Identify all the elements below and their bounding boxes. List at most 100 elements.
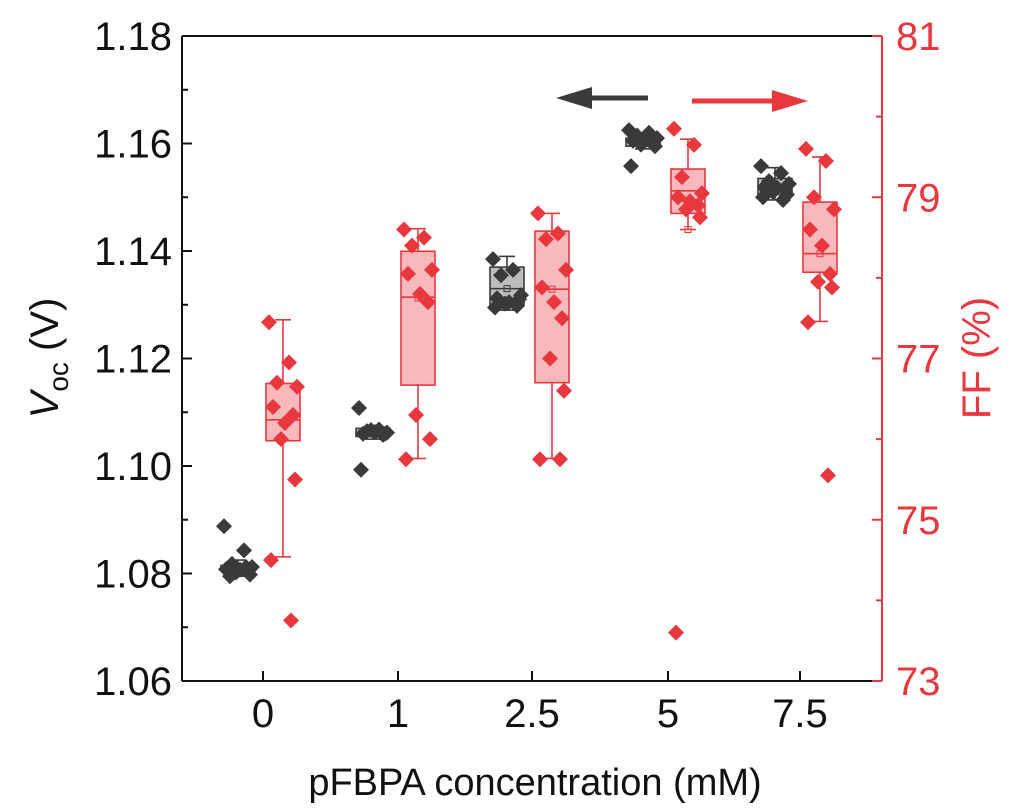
ff-mean-marker bbox=[548, 285, 556, 293]
right-tick-label: 75 bbox=[896, 499, 941, 543]
ff-data-point bbox=[686, 136, 702, 153]
voc-data-point bbox=[487, 299, 503, 316]
x-tick-label: 7.5 bbox=[772, 692, 828, 736]
voc-data-point bbox=[773, 165, 789, 182]
ff-data-point bbox=[802, 221, 818, 238]
voc-axis-arrow-head bbox=[556, 87, 592, 109]
ff-data-point bbox=[538, 231, 554, 248]
ff-data-point bbox=[265, 398, 281, 415]
voc-data-point bbox=[753, 158, 769, 175]
ff-data-point bbox=[550, 225, 566, 242]
ff-data-point bbox=[822, 265, 838, 282]
ff-data-point bbox=[666, 120, 682, 137]
ff-data-point bbox=[261, 314, 277, 331]
ff-data-point bbox=[263, 552, 279, 569]
voc-data-point bbox=[633, 136, 649, 153]
ff-data-point bbox=[826, 201, 842, 218]
ff-data-point bbox=[283, 612, 299, 629]
voc-data-point bbox=[775, 191, 791, 208]
left-tick-label: 1.06 bbox=[94, 660, 172, 704]
left-axis-title: Voc (V) bbox=[23, 298, 74, 419]
ff-data-point bbox=[824, 279, 840, 296]
ff-data-point bbox=[546, 294, 562, 311]
right-tick-label: 77 bbox=[896, 338, 941, 382]
ff-data-point bbox=[552, 451, 568, 468]
ff-data-point bbox=[412, 286, 428, 302]
voc-data-point bbox=[222, 568, 238, 585]
left-tick-label: 1.14 bbox=[94, 230, 172, 274]
voc-data-point bbox=[759, 182, 775, 199]
ff-data-point bbox=[798, 140, 814, 157]
ff-data-point bbox=[810, 273, 826, 290]
voc-data-point bbox=[216, 518, 232, 535]
ff-data-point bbox=[277, 415, 293, 431]
ff-data-point bbox=[273, 431, 289, 448]
voc-data-point bbox=[505, 261, 521, 278]
voc-data-point bbox=[493, 267, 509, 284]
ff-data-point bbox=[408, 406, 424, 423]
ff-data-point bbox=[818, 152, 834, 169]
ff-data-point bbox=[820, 467, 836, 484]
arrows-layer bbox=[556, 87, 808, 112]
ff-data-point bbox=[814, 237, 830, 254]
ff-data-point bbox=[674, 169, 690, 186]
voc-data-point bbox=[377, 425, 393, 442]
points-layer bbox=[216, 120, 842, 641]
voc-data-point bbox=[353, 461, 369, 478]
voc-data-point bbox=[238, 559, 254, 576]
ff-data-point bbox=[670, 189, 686, 206]
voc-data-point bbox=[485, 251, 501, 268]
right-axis-title: FF (%) bbox=[955, 297, 999, 419]
voc-data-point bbox=[351, 399, 367, 416]
ff-data-point bbox=[416, 229, 432, 246]
left-tick-label: 1.08 bbox=[94, 553, 172, 597]
ff-data-point bbox=[398, 451, 414, 468]
right-tick-label: 79 bbox=[896, 176, 941, 220]
ff-data-point bbox=[400, 265, 416, 282]
ff-data-point bbox=[422, 431, 438, 448]
ff-data-point bbox=[668, 624, 684, 641]
ff-data-point bbox=[678, 201, 694, 218]
x-tick-label: 2.5 bbox=[504, 692, 560, 736]
ff-data-point bbox=[281, 354, 297, 371]
left-tick-label: 1.12 bbox=[94, 338, 172, 382]
voc-data-point bbox=[647, 138, 663, 155]
left-tick-label: 1.10 bbox=[94, 445, 172, 489]
ff-data-point bbox=[530, 205, 546, 222]
ff-data-point bbox=[404, 237, 420, 254]
ff-data-point bbox=[692, 209, 708, 226]
ff-data-point bbox=[542, 350, 558, 367]
x-tick-label: 5 bbox=[657, 692, 679, 736]
voc-data-point bbox=[363, 421, 379, 438]
left-tick-label: 1.16 bbox=[94, 123, 172, 167]
left-tick-label: 1.18 bbox=[94, 15, 172, 59]
ff-data-point bbox=[396, 221, 412, 238]
boxes-layer bbox=[220, 131, 838, 577]
voc-data-point bbox=[511, 291, 527, 308]
ff-data-point bbox=[289, 378, 305, 395]
voc-data-point bbox=[236, 542, 252, 559]
ff-axis-arrow-head bbox=[772, 90, 808, 112]
ff-data-point bbox=[556, 382, 572, 399]
ff-data-point bbox=[285, 406, 301, 423]
right-tick-label: 81 bbox=[896, 15, 941, 59]
x-tick-label: 1 bbox=[387, 692, 409, 736]
voc-mean-marker bbox=[503, 285, 511, 293]
ff-data-point bbox=[800, 314, 816, 331]
x-axis-title: pFBPA concentration (mM) bbox=[308, 762, 761, 804]
ff-data-point bbox=[806, 189, 822, 206]
ff-data-point bbox=[534, 279, 550, 296]
right-tick-label: 73 bbox=[896, 660, 941, 704]
ff-data-point bbox=[554, 310, 570, 327]
ff-data-point bbox=[694, 185, 710, 202]
voc-data-point bbox=[623, 158, 639, 175]
ff-data-point bbox=[558, 261, 574, 278]
axes-layer: 1.06 1.08 1.10 1.12 1.14 1.16 1.18 73 75 77 79 81 0 1… bbox=[94, 15, 940, 736]
ff-data-point bbox=[532, 451, 548, 468]
ff-data-point bbox=[269, 374, 285, 391]
x-tick-label: 0 bbox=[252, 692, 274, 736]
ff-data-point bbox=[420, 294, 436, 311]
ff-data-point bbox=[424, 261, 440, 278]
ff-data-point bbox=[287, 471, 303, 488]
